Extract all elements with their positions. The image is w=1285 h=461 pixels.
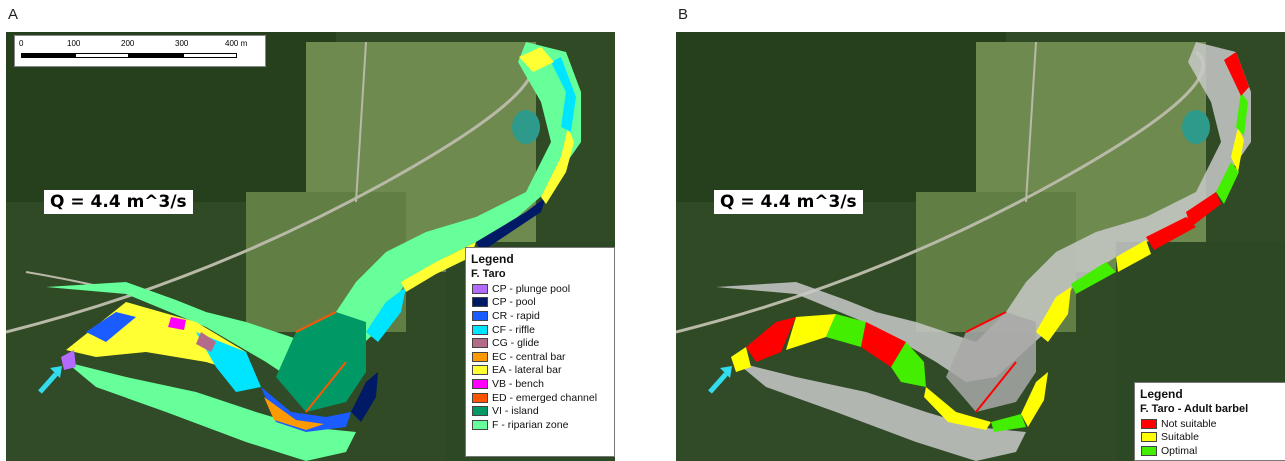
legend-title: Legend: [471, 252, 514, 266]
scale-tick-label: 400 m: [225, 39, 248, 48]
legend-swatch: [472, 338, 488, 349]
legend-title: Legend: [1140, 387, 1183, 401]
legend-label: ED - emerged channel: [492, 391, 598, 404]
legend-label: CF - riffle: [492, 323, 535, 336]
legend-swatch: [472, 365, 488, 376]
scale-segment: [129, 53, 183, 58]
legend-swatch: [472, 378, 488, 389]
legend-label: EA - lateral bar: [492, 364, 562, 377]
legend-swatch: [472, 297, 488, 308]
legend-label: EC - central bar: [492, 350, 566, 363]
legend-item: Not suitable: [1141, 417, 1285, 431]
panel-a-letter: A: [8, 6, 19, 23]
legend-swatch: [472, 310, 488, 321]
legend-item: F - riparian zone: [472, 418, 614, 432]
scale-tick-label: 300: [175, 39, 189, 48]
legend-item: Optimal: [1141, 444, 1285, 458]
legend-item: EA - lateral bar: [472, 364, 614, 378]
legend-label: VB - bench: [492, 377, 544, 390]
legend-item: CG - glide: [472, 336, 614, 350]
legend-swatch: [472, 283, 488, 294]
legend-label: CR - rapid: [492, 309, 540, 322]
scale-bar: 0 100 200 300 400 m: [14, 35, 266, 67]
legend-label: Not suitable: [1161, 417, 1217, 430]
scale-tick-label: 0: [19, 39, 24, 48]
legend-subtitle: F. Taro: [471, 268, 506, 280]
legend-swatch: [472, 351, 488, 362]
legend-swatch: [472, 392, 488, 403]
legend-item: CR - rapid: [472, 309, 614, 323]
legend-swatch: [472, 406, 488, 417]
legend-a: Legend F. Taro CP - plunge pool CP - pool…: [465, 247, 615, 457]
legend-label: CP - pool: [492, 296, 536, 309]
legend-item: EC - central bar: [472, 350, 614, 364]
panel-b-map: Q = 4.4 m^3/s Legend F. Taro - Adult bar…: [676, 32, 1285, 461]
flow-direction-arrow-icon: [708, 366, 732, 394]
scale-segment: [183, 53, 237, 58]
legend-item: VI - island: [472, 404, 614, 418]
panel-b-letter: B: [678, 6, 689, 23]
legend-item: CP - plunge pool: [472, 282, 614, 296]
discharge-label: Q = 4.4 m^3/s: [44, 190, 193, 214]
legend-swatch: [1141, 445, 1157, 456]
scale-tick-label: 100: [67, 39, 81, 48]
legend-label: CP - plunge pool: [492, 282, 571, 295]
legend-label: VI - island: [492, 405, 539, 418]
legend-b: Legend F. Taro - Adult barbel Not suitab…: [1134, 382, 1285, 461]
legend-label: Suitable: [1161, 431, 1199, 444]
legend-item: ED - emerged channel: [472, 391, 614, 405]
scale-segment: [21, 53, 75, 58]
scale-tick-label: 200: [121, 39, 135, 48]
legend-item: CF - riffle: [472, 323, 614, 337]
legend-label: F - riparian zone: [492, 418, 569, 431]
legend-subtitle: F. Taro - Adult barbel: [1140, 403, 1249, 415]
discharge-label: Q = 4.4 m^3/s: [714, 190, 863, 214]
legend-item: CP - pool: [472, 296, 614, 310]
legend-swatch: [1141, 418, 1157, 429]
flow-direction-arrow-icon: [38, 366, 62, 394]
legend-label: Optimal: [1161, 444, 1198, 457]
scale-segment: [75, 53, 129, 58]
legend-item: Suitable: [1141, 431, 1285, 445]
legend-label: CG - glide: [492, 337, 540, 350]
panel-a-map: 0 100 200 300 400 m Q = 4.4 m^3/s Legend…: [6, 32, 615, 461]
legend-swatch: [472, 419, 488, 430]
legend-item: VB - bench: [472, 377, 614, 391]
legend-swatch: [1141, 432, 1157, 443]
legend-swatch: [472, 324, 488, 335]
